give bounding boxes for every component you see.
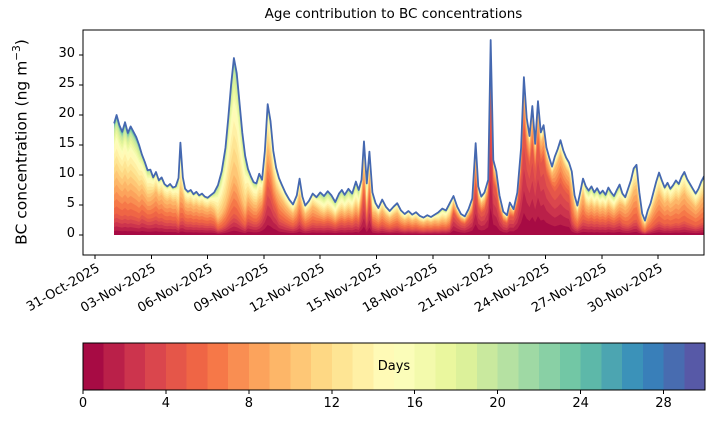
chart-title: Age contribution to BC concentrations — [264, 6, 523, 22]
y-axis-label-exponent: −3 — [11, 45, 24, 61]
total-concentration-line — [113, 39, 704, 222]
colorbar — [82, 342, 706, 394]
y-axis-label-close: ) — [12, 39, 31, 46]
colorbar-tick-label: 24 — [572, 396, 589, 411]
colorbar-tick-label: 20 — [489, 396, 506, 411]
y-axis-label-text: BC concentration (ng m — [12, 60, 31, 245]
colorbar-tick-label: 4 — [161, 396, 171, 411]
y-axis-label: BC concentration (ng m−3) — [11, 39, 31, 245]
y-tick-label: 25 — [58, 76, 75, 91]
axes-frame — [79, 29, 705, 259]
y-tick-label: 0 — [66, 226, 75, 241]
stacked-area-layers — [114, 40, 704, 235]
y-tick-label: 20 — [58, 106, 75, 121]
colorbar-tick-label: 28 — [655, 396, 672, 411]
colorbar-tick-label: 16 — [406, 396, 423, 411]
y-tick-label: 5 — [66, 196, 75, 211]
y-tick-label: 30 — [58, 46, 75, 61]
colorbar-tick-label: 0 — [78, 396, 88, 411]
y-tick-label: 15 — [58, 136, 75, 151]
y-tick-label: 10 — [58, 166, 75, 181]
colorbar-tick-label: 12 — [323, 396, 341, 411]
colorbar-tick-label: 8 — [244, 396, 253, 411]
colorbar-label: Days — [377, 359, 411, 374]
